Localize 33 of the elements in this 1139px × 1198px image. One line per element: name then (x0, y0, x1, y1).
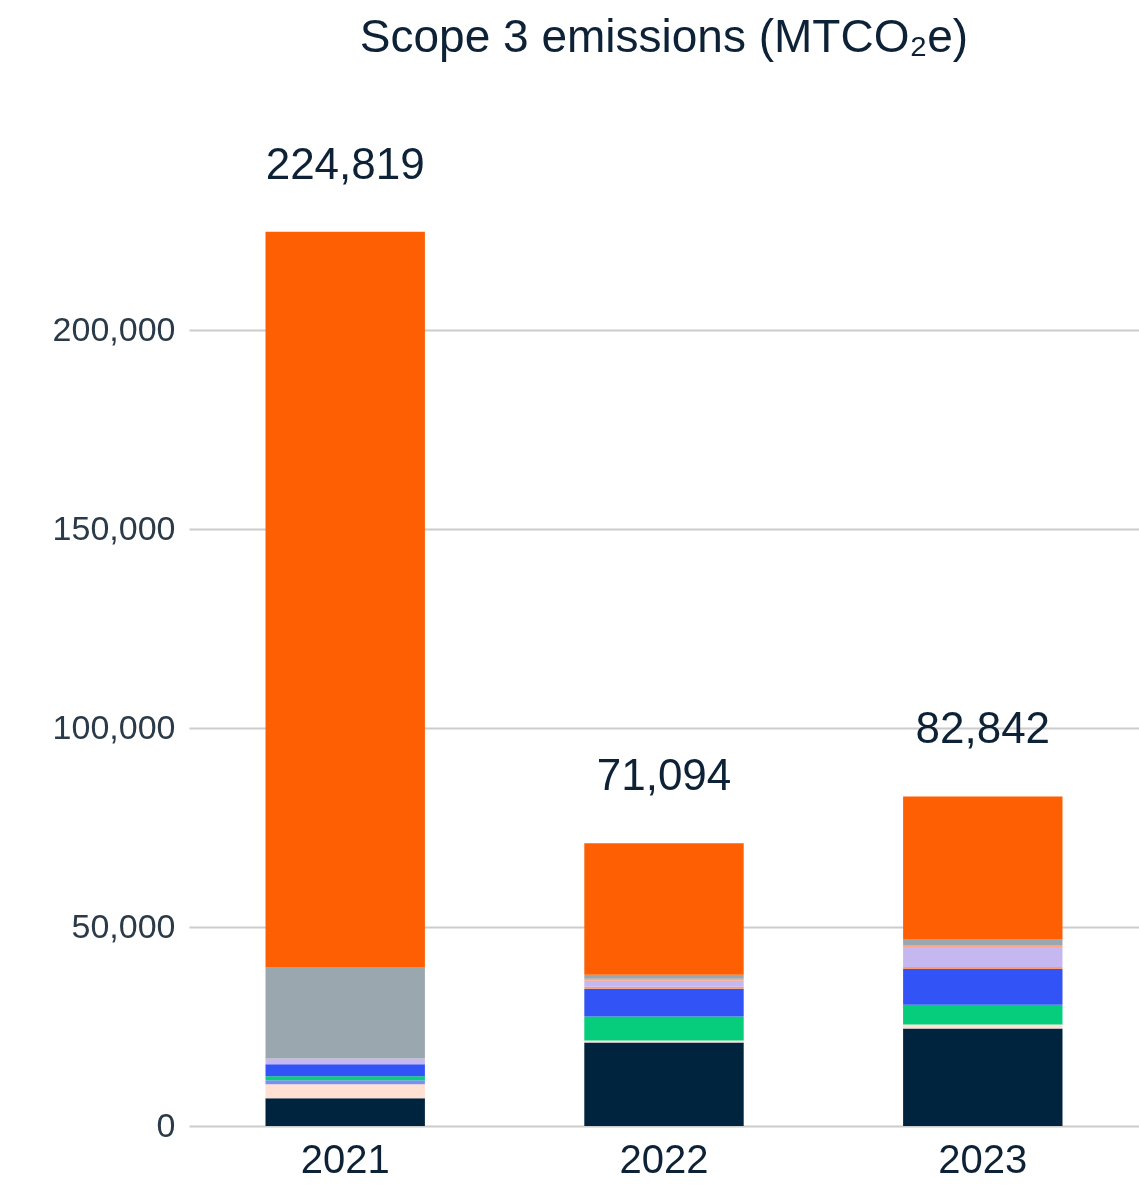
bar (265, 966, 425, 1059)
bar (903, 968, 1063, 1005)
x-tick-label: 2023 (938, 1136, 1028, 1181)
total-label: 82,842 (915, 703, 1051, 753)
bar (265, 1080, 425, 1085)
y-tick-label: 200,000 (52, 309, 176, 348)
bar (903, 939, 1063, 946)
bar (903, 1028, 1063, 1126)
bar (584, 843, 744, 975)
bar (265, 1076, 425, 1081)
bar (265, 1084, 425, 1099)
y-tick-label: 100,000 (52, 707, 176, 746)
y-tick-label: 0 (156, 1105, 176, 1144)
bar (584, 1042, 744, 1126)
bar (903, 1004, 1063, 1025)
y-tick-label: 50,000 (71, 906, 176, 945)
chart-title: Scope 3 emissions (MTCO₂e) (359, 9, 969, 62)
bar (584, 1016, 744, 1041)
bar (903, 796, 1063, 940)
bar (584, 988, 744, 1017)
bar (265, 231, 425, 967)
x-tick-label: 2022 (619, 1136, 709, 1181)
bar (903, 1024, 1063, 1029)
total-label: 71,094 (596, 750, 732, 800)
x-tick-label: 2021 (300, 1136, 390, 1181)
bar (265, 1098, 425, 1126)
bar (265, 1064, 425, 1077)
y-tick-label: 150,000 (52, 508, 176, 547)
bar (903, 947, 1063, 967)
bar (265, 1058, 425, 1065)
bar (584, 980, 744, 987)
total-label: 224,819 (265, 138, 425, 188)
bar (584, 974, 744, 979)
